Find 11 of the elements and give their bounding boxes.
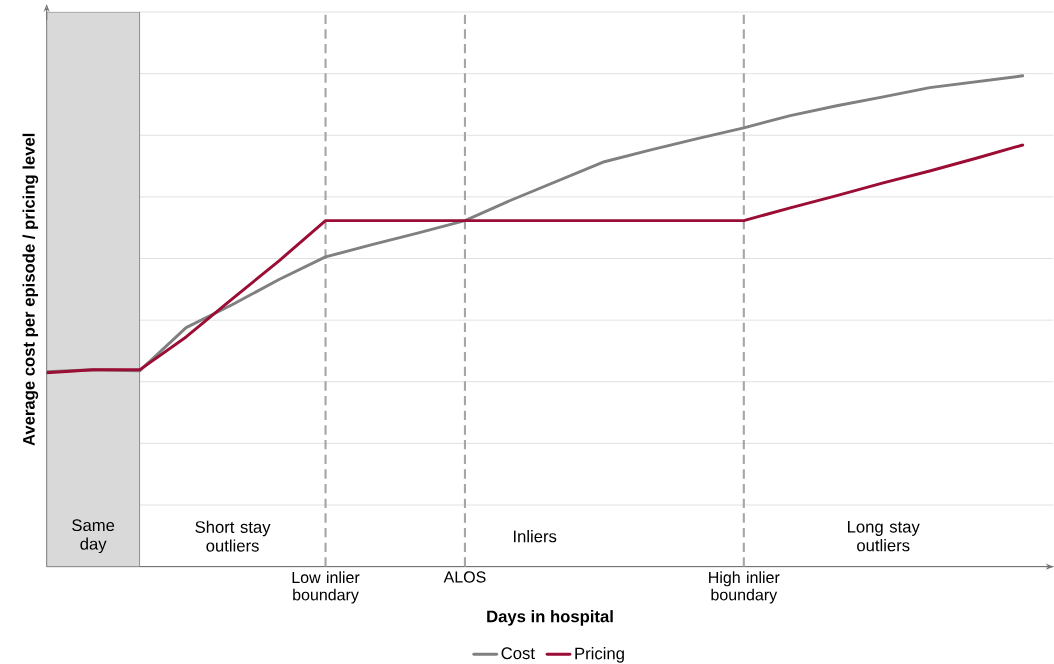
x-tick-label: ALOS xyxy=(443,571,486,583)
x-axis-title: Days in hospital xyxy=(487,610,613,626)
x-tick-label: Low inlier boundary xyxy=(292,571,360,604)
annotation: Short stay outliers xyxy=(195,520,271,552)
annotation: Inliers xyxy=(513,530,557,543)
legend-label: Cost xyxy=(501,647,535,660)
annotation: Same day xyxy=(72,519,115,554)
annotation: Long stay outliers xyxy=(847,521,920,552)
y-axis-title: Average cost per episode / pricing level xyxy=(22,133,39,446)
x-tick-label: High inlier boundary xyxy=(709,571,780,604)
legend-label: Pricing xyxy=(575,647,624,663)
